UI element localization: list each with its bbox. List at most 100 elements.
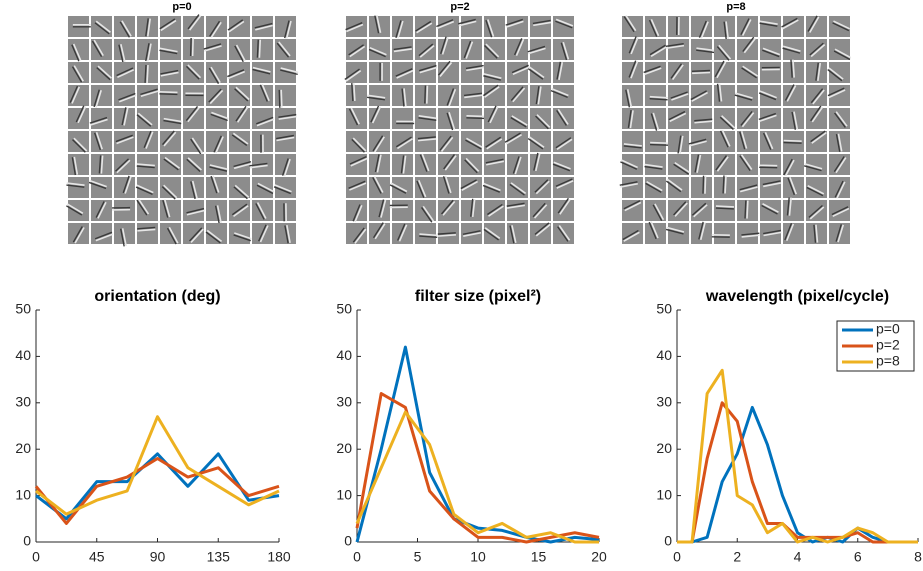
filter-stripe [160,71,179,77]
filter-stripe [739,131,746,150]
filter-stripe [835,157,847,174]
filter-patch [91,39,112,60]
filter-stripe [555,178,573,187]
filter-patch [760,108,781,129]
y-tick-label: 10 [15,486,31,502]
filter-patch [783,200,804,221]
filter-stripe [146,18,151,37]
filter-patch [229,223,250,244]
filter-stripe [278,41,291,57]
filter-stripe [145,131,154,149]
filter-stripe [437,60,451,76]
filter-patch [530,154,551,175]
filter-patch [484,223,505,244]
filter-patch [438,16,459,37]
filter-patch [346,62,367,83]
filter-stripe [421,153,430,172]
filter-stripe [348,108,359,126]
filter-stripe [643,65,661,74]
filter-stripe [350,157,368,167]
filter-patch [714,39,735,60]
filter-stripe [810,130,826,143]
filter-stripe [66,184,85,188]
filter-patch [91,108,112,129]
filter-stripe [444,175,452,194]
filter-stripe [366,96,385,101]
filter-patch [530,62,551,83]
filter-stripe [418,43,434,57]
filter-stripe [739,184,758,191]
filter-stripe [808,204,823,218]
filter-stripe [249,162,268,167]
filter-stripe [665,42,684,47]
filter-stripe [466,117,485,120]
filter-stripe [372,135,384,152]
filter-stripe [163,158,179,171]
filter-stripe [98,155,102,174]
filter-patch [806,108,827,129]
filter-stripe [690,90,707,101]
filter-stripe [73,137,88,152]
filter-stripe [444,155,457,171]
filter-stripe [213,135,222,153]
filter-stripe [75,105,85,123]
filter-stripe [746,200,749,219]
filter-stripe [348,44,364,56]
filter-stripe [623,200,641,210]
filter-stripe [762,47,781,56]
filter-stripe [673,201,687,216]
filter-stripe [781,17,798,28]
filter-stripe [256,184,274,195]
filter-stripe [233,234,251,242]
filter-patch [829,62,850,83]
filter-stripe [652,204,663,222]
filter-stripe [350,107,360,125]
filter-stripe [72,139,86,153]
filter-stripe [227,19,244,31]
filter-stripe [489,106,499,124]
filter-patch [622,131,643,152]
filter-stripe [208,88,222,103]
filter-stripe [511,115,528,126]
x-tick-label: 45 [89,549,105,565]
filter-stripe [466,66,485,72]
filter-stripe [694,154,700,173]
filter-stripe [448,88,457,107]
filter-patch [668,108,689,129]
filter-stripe [168,226,179,244]
filter-stripe [835,224,842,242]
filter-stripe [190,138,202,155]
filter-stripe [96,67,111,81]
filter-stripe [669,112,687,123]
filter-patch [91,85,112,106]
filter-stripe [95,131,103,150]
filter-stripe [143,130,152,149]
filter-stripe [677,135,682,154]
filter-stripe [166,227,177,245]
filter-stripe [696,154,702,173]
filter-stripe [256,39,259,58]
filter-patch [714,131,735,152]
filter-patch [691,154,712,175]
filter-stripe [373,176,384,193]
filter-patch [622,200,643,221]
filter-stripe [648,221,657,240]
filter-patch [369,200,390,221]
filter-stripe [671,93,689,101]
filter-stripe [487,105,497,123]
filter-stripe [442,201,456,216]
filter-stripe [783,139,802,142]
filter-stripe [696,49,715,54]
filter-stripe [810,44,826,58]
filter-stripe [557,108,569,125]
filter-patch [461,177,482,198]
filter-stripe [345,22,363,31]
filter-stripe [619,181,638,186]
filter-stripe [470,198,474,217]
y-tick-label: 50 [656,301,672,317]
filter-stripe [698,20,707,38]
filter-stripe [723,21,727,40]
filter-stripe [553,161,571,170]
filter-stripe [372,177,382,194]
